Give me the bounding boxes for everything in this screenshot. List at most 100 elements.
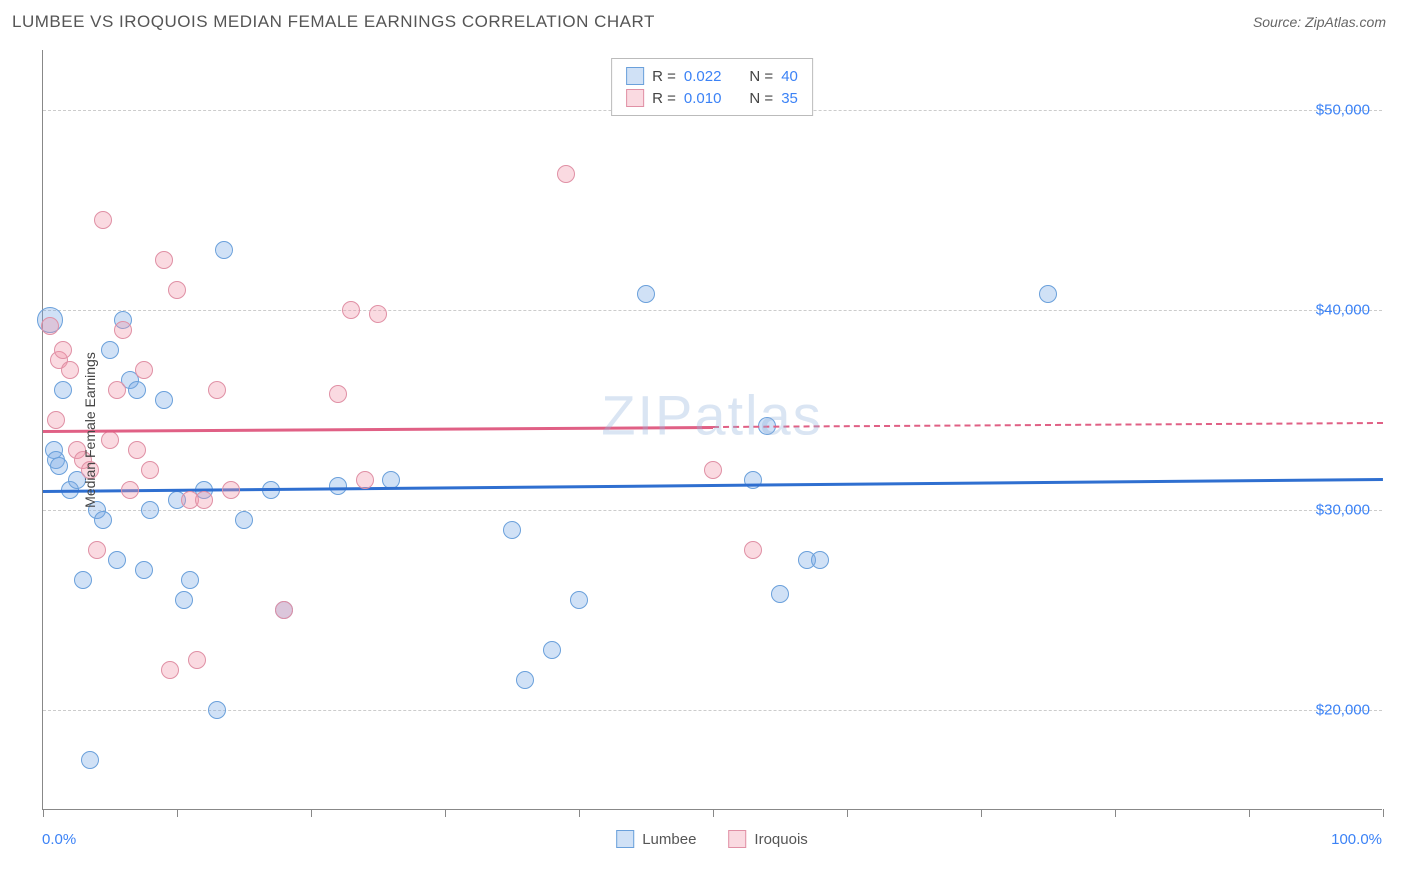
legend-swatch (626, 89, 644, 107)
legend-n-value: 40 (781, 68, 798, 85)
series-name: Iroquois (754, 831, 807, 848)
x-tick (981, 809, 982, 817)
data-point (222, 481, 240, 499)
data-point (135, 361, 153, 379)
y-tick-label: $30,000 (1316, 502, 1370, 519)
x-tick (847, 809, 848, 817)
x-tick (177, 809, 178, 817)
data-point (1039, 285, 1057, 303)
legend-n-label: N = (749, 90, 773, 107)
x-tick (311, 809, 312, 817)
series-legend-item: Iroquois (728, 830, 807, 848)
data-point (235, 511, 253, 529)
data-point (108, 551, 126, 569)
legend-n-value: 35 (781, 90, 798, 107)
series-name: Lumbee (642, 831, 696, 848)
gridline (43, 710, 1382, 711)
trend-line (713, 422, 1383, 428)
data-point (108, 381, 126, 399)
data-point (168, 281, 186, 299)
data-point (155, 251, 173, 269)
x-tick (1249, 809, 1250, 817)
data-point (557, 165, 575, 183)
data-point (61, 361, 79, 379)
data-point (135, 561, 153, 579)
data-point (114, 321, 132, 339)
data-point (54, 381, 72, 399)
data-point (215, 241, 233, 259)
data-point (516, 671, 534, 689)
data-point (637, 285, 655, 303)
y-tick-label: $20,000 (1316, 702, 1370, 719)
y-tick-label: $50,000 (1316, 102, 1370, 119)
data-point (128, 381, 146, 399)
data-point (704, 461, 722, 479)
data-point (329, 385, 347, 403)
legend-swatch (616, 830, 634, 848)
data-point (356, 471, 374, 489)
data-point (275, 601, 293, 619)
data-point (94, 211, 112, 229)
correlation-legend: R = 0.022 N = 40 R = 0.010 N = 35 (611, 58, 813, 116)
data-point (54, 341, 72, 359)
x-tick (1383, 809, 1384, 817)
plot-area: $20,000 $30,000 $40,000 $50,000 (42, 50, 1382, 810)
gridline (43, 310, 1382, 311)
x-tick (579, 809, 580, 817)
data-point (811, 551, 829, 569)
data-point (188, 651, 206, 669)
legend-r-label: R = (652, 68, 676, 85)
data-point (329, 477, 347, 495)
source-label: Source: ZipAtlas.com (1253, 14, 1386, 30)
chart-container: $20,000 $30,000 $40,000 $50,000 Median Fema… (42, 50, 1382, 810)
x-axis-min-label: 0.0% (42, 831, 76, 848)
data-point (47, 411, 65, 429)
data-point (175, 591, 193, 609)
data-point (74, 571, 92, 589)
data-point (41, 317, 59, 335)
legend-swatch (626, 67, 644, 85)
x-axis-max-label: 100.0% (1331, 831, 1382, 848)
legend-r-value: 0.022 (684, 68, 722, 85)
y-axis-title: Median Female Earnings (82, 352, 98, 508)
series-legend: Lumbee Iroquois (616, 830, 808, 848)
x-tick (445, 809, 446, 817)
data-point (744, 471, 762, 489)
legend-r-label: R = (652, 90, 676, 107)
data-point (208, 381, 226, 399)
legend-r-value: 0.010 (684, 90, 722, 107)
trend-line (43, 478, 1383, 492)
data-point (503, 521, 521, 539)
data-point (543, 641, 561, 659)
x-tick (1115, 809, 1116, 817)
x-tick (43, 809, 44, 817)
chart-title: LUMBEE VS IROQUOIS MEDIAN FEMALE EARNING… (12, 12, 655, 32)
legend-row: R = 0.010 N = 35 (626, 87, 798, 109)
data-point (50, 457, 68, 475)
data-point (195, 491, 213, 509)
trend-line (43, 426, 713, 432)
data-point (208, 701, 226, 719)
data-point (88, 541, 106, 559)
data-point (141, 461, 159, 479)
legend-swatch (728, 830, 746, 848)
y-tick-label: $40,000 (1316, 302, 1370, 319)
data-point (181, 571, 199, 589)
x-tick (713, 809, 714, 817)
data-point (161, 661, 179, 679)
data-point (101, 341, 119, 359)
legend-n-label: N = (749, 68, 773, 85)
data-point (342, 301, 360, 319)
data-point (369, 305, 387, 323)
data-point (771, 585, 789, 603)
data-point (744, 541, 762, 559)
data-point (155, 391, 173, 409)
data-point (570, 591, 588, 609)
series-legend-item: Lumbee (616, 830, 696, 848)
data-point (141, 501, 159, 519)
data-point (101, 431, 119, 449)
legend-row: R = 0.022 N = 40 (626, 65, 798, 87)
data-point (121, 481, 139, 499)
data-point (128, 441, 146, 459)
data-point (94, 511, 112, 529)
